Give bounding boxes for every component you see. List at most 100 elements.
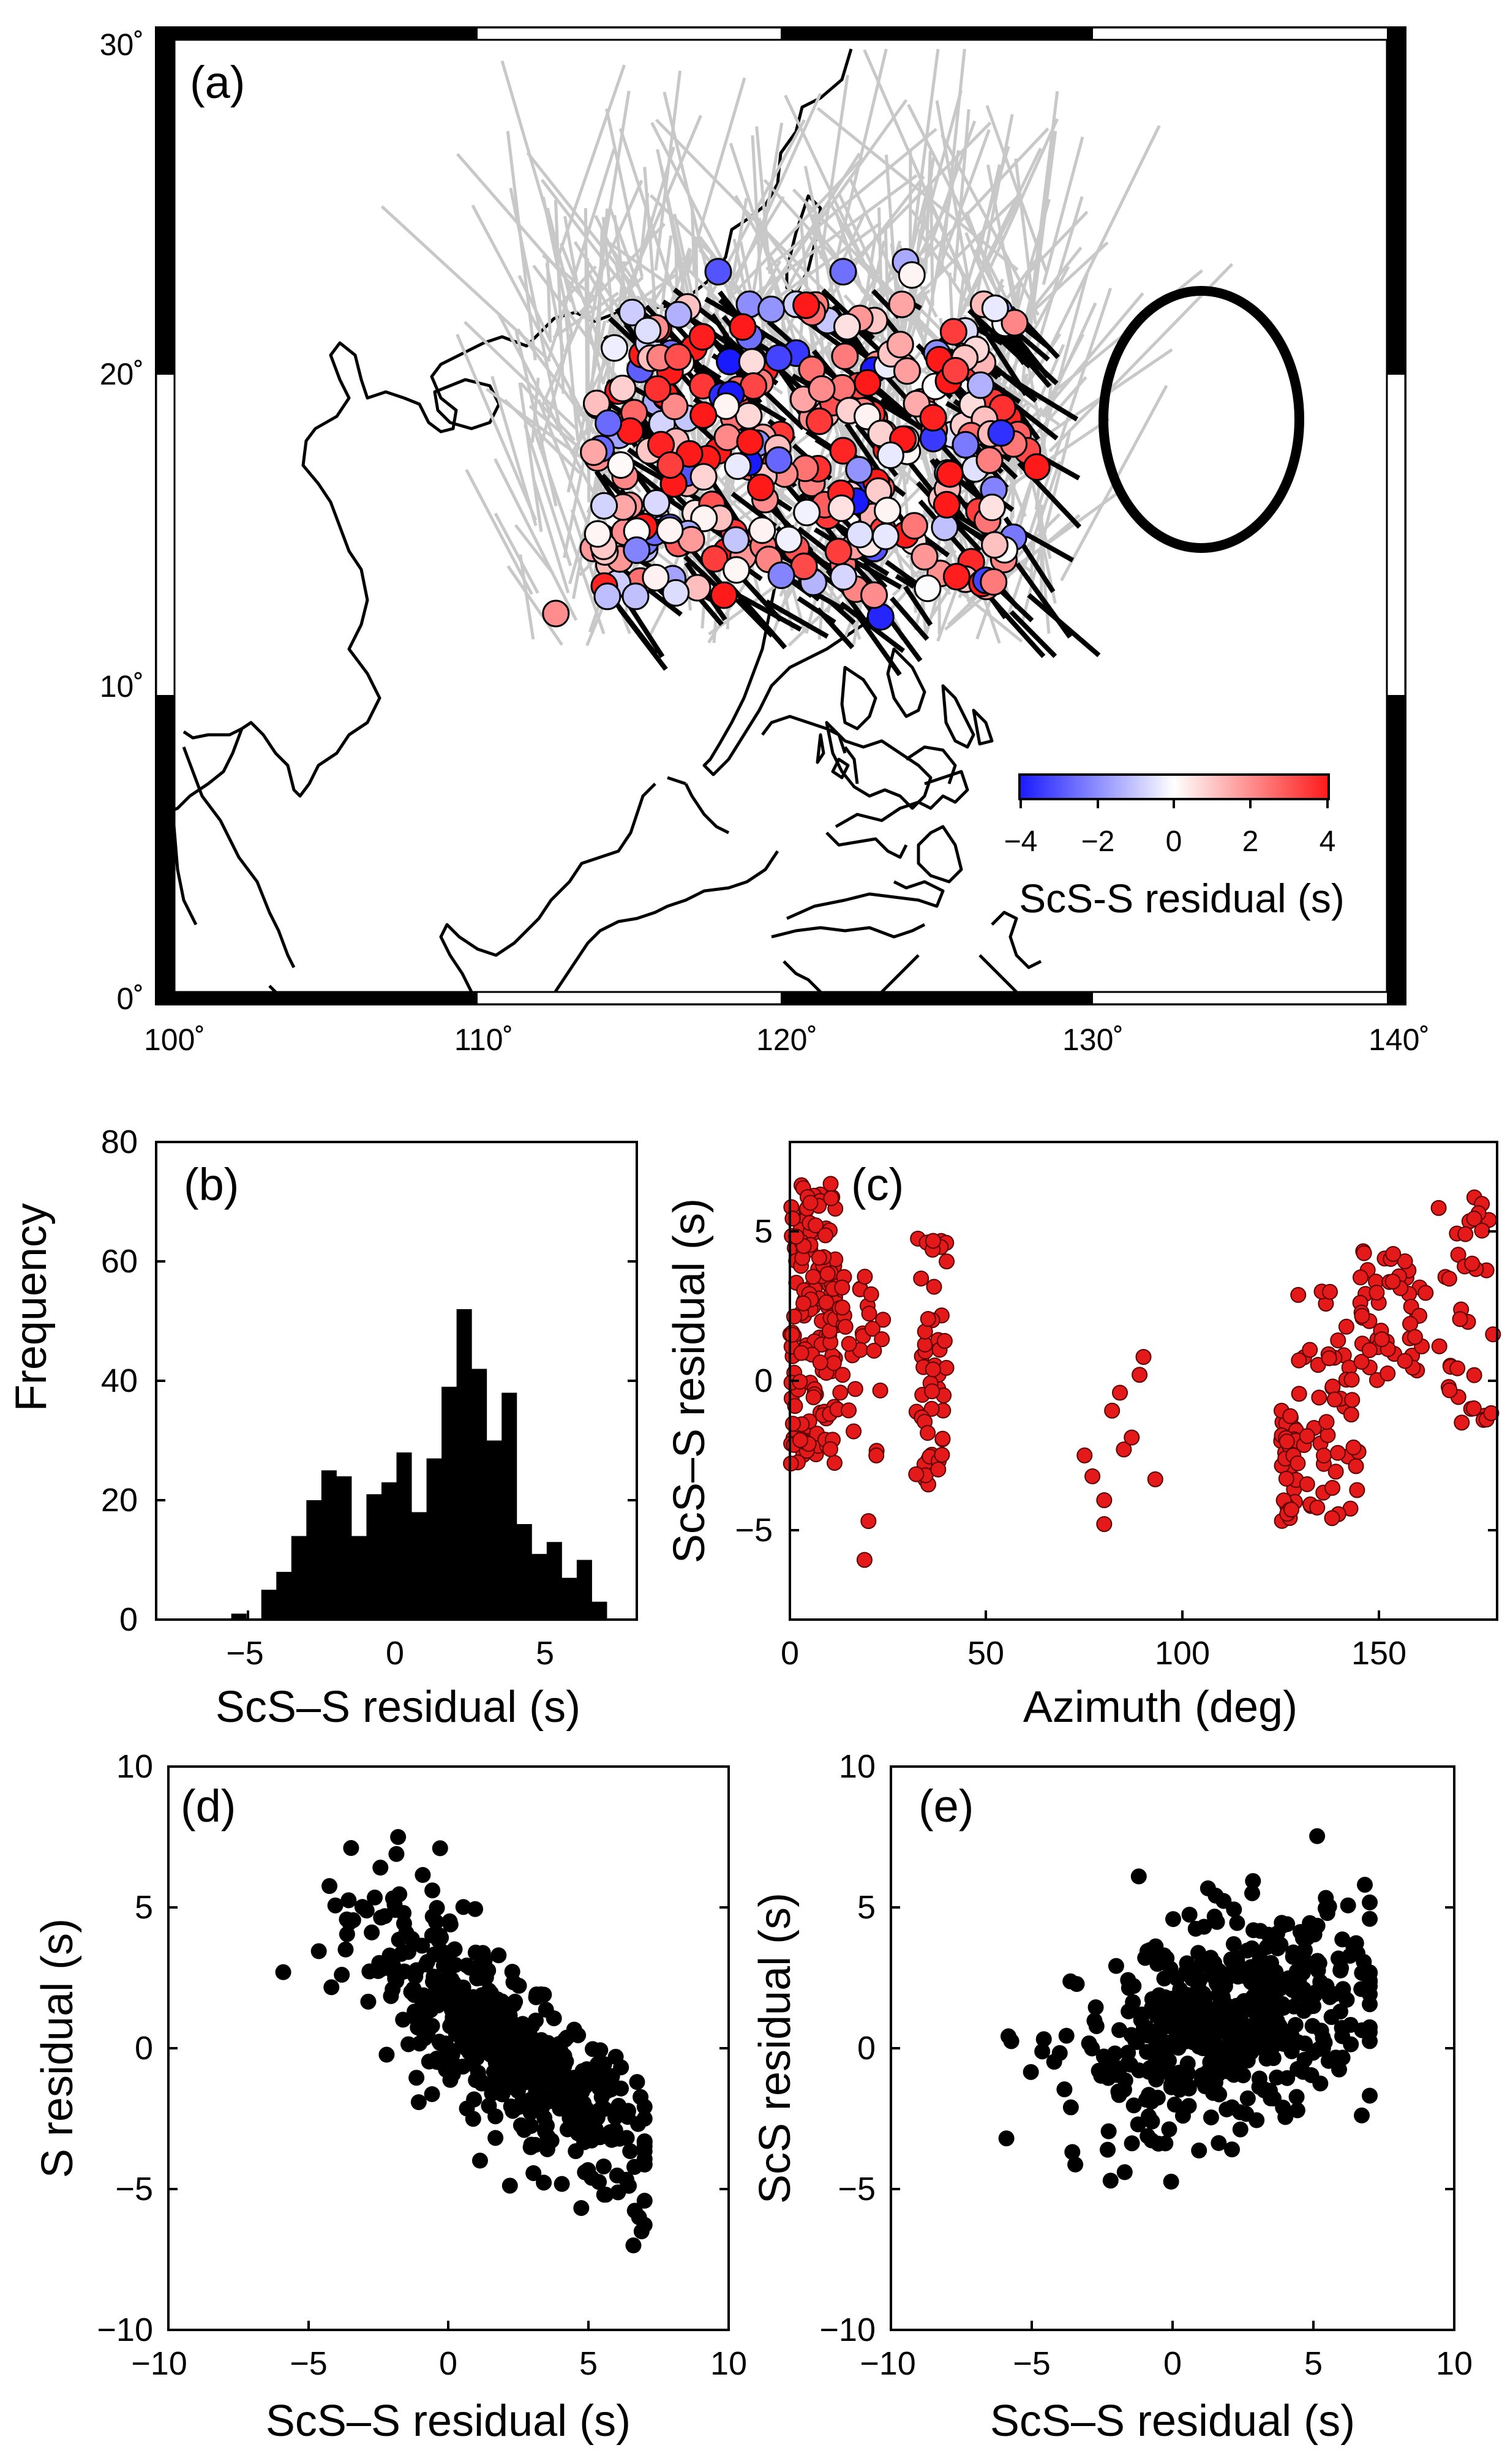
station-marker <box>710 581 738 609</box>
station-marker <box>981 531 1009 559</box>
e-ticks <box>891 1906 1454 2330</box>
d-point <box>543 2070 559 2087</box>
ray-path-grey <box>1024 211 1089 278</box>
d-point <box>539 2128 556 2145</box>
azimuth-point <box>822 1441 838 1457</box>
azimuth-points <box>782 1176 1501 1568</box>
azimuth-point <box>1356 1245 1372 1261</box>
ray-path-grey <box>563 299 580 441</box>
azimuth-point <box>1466 1211 1482 1227</box>
ray-path-black <box>903 585 933 626</box>
ray-path-grey <box>1037 344 1065 402</box>
azimuth-point <box>1431 1338 1448 1354</box>
d-point <box>618 2130 635 2146</box>
e-point <box>1137 2022 1154 2038</box>
histogram-bar <box>576 1560 592 1620</box>
d-point <box>446 1941 463 1958</box>
d-point <box>613 2080 629 2097</box>
d-point <box>574 2075 590 2092</box>
ray-path-grey <box>1014 158 1037 325</box>
station-marker <box>689 401 718 429</box>
d-point <box>441 1913 458 1929</box>
lon-tick-140: 140˚ <box>1369 1023 1430 1057</box>
histogram-bar <box>231 1613 247 1620</box>
azimuth-point <box>1084 1468 1101 1484</box>
d-ytick-m10: −10 <box>97 2312 153 2348</box>
histogram-bar <box>456 1309 472 1620</box>
e-ytick-m10: −10 <box>819 2312 876 2348</box>
d-point <box>446 1975 462 1991</box>
d-point <box>541 2093 557 2109</box>
e-point <box>1283 2028 1300 2045</box>
d-point <box>403 1984 419 2000</box>
c-xlabel: Azimuth (deg) <box>1023 1683 1297 1732</box>
station-marker <box>634 317 662 345</box>
e-point <box>1130 2116 1146 2133</box>
d-point <box>384 1962 400 1978</box>
ray-path-grey <box>523 424 573 566</box>
d-point <box>396 1915 412 1932</box>
azimuth-point <box>1302 1342 1318 1358</box>
d-point <box>513 2117 529 2133</box>
ray-path-grey <box>569 411 599 455</box>
d-point <box>590 2103 607 2119</box>
station-marker <box>542 599 570 628</box>
station-marker <box>757 295 786 323</box>
e-point <box>1240 1997 1256 2013</box>
panel-d-s-vs-scs-s: (d) 10 5 0 −5 −10 −10 −5 0 5 10 ScS–S re… <box>33 1748 747 2446</box>
d-xtick-m10: −10 <box>131 2345 187 2382</box>
azimuth-point <box>930 1461 947 1478</box>
azimuth-point <box>1132 1367 1148 1383</box>
d-xlabel: ScS–S residual (s) <box>266 2397 631 2446</box>
c-ytick-0: 0 <box>754 1362 773 1399</box>
azimuth-point <box>926 1279 942 1295</box>
station-marker <box>966 371 994 399</box>
map-lat-ticks: 30˚ 20˚ 10˚ 0˚ <box>100 28 144 1016</box>
d-point <box>471 2152 488 2169</box>
station-marker <box>952 430 980 459</box>
d-point <box>442 2071 459 2088</box>
azimuth-point <box>1353 1353 1370 1370</box>
e-point <box>1179 2065 1196 2081</box>
d-point <box>536 2174 552 2191</box>
station-marker <box>747 473 775 501</box>
d-point <box>377 1908 393 1925</box>
d-point <box>606 2130 623 2147</box>
d-point <box>621 2177 637 2194</box>
e-point <box>1200 1880 1216 1896</box>
d-yticks: 10 5 0 −5 −10 <box>97 1748 153 2348</box>
e-point <box>1269 1940 1286 1956</box>
d-point <box>596 2158 612 2175</box>
e-point <box>1125 2097 1142 2114</box>
ray-path-grey <box>532 479 570 593</box>
d-point <box>511 1978 527 1994</box>
e-point <box>1130 1868 1147 1885</box>
e-point <box>1330 1950 1346 1967</box>
d-point <box>481 1982 497 1999</box>
e-point <box>1362 2087 1378 2104</box>
e-point <box>1326 1986 1343 2002</box>
e-point <box>1239 2038 1256 2055</box>
station-marker <box>987 419 1015 447</box>
d-point <box>527 2012 544 2029</box>
station-marker <box>724 452 752 480</box>
d-point <box>487 2108 504 2125</box>
d-point <box>546 2010 562 2027</box>
e-point <box>1121 1980 1137 1996</box>
azimuth-point <box>1348 1458 1364 1474</box>
d-point <box>490 1947 507 1964</box>
ray-path-grey <box>755 126 772 274</box>
e-point <box>1211 2086 1228 2103</box>
d-point <box>360 1993 377 2010</box>
e-point <box>1214 2011 1230 2027</box>
station-markers <box>542 248 1051 631</box>
d-point <box>482 2038 498 2055</box>
e-point <box>1121 2003 1137 2019</box>
station-marker <box>765 344 793 372</box>
d-point <box>607 2109 623 2125</box>
ray-path-grey <box>944 148 1042 347</box>
e-point <box>1292 1924 1309 1940</box>
ray-path-grey <box>921 149 960 352</box>
d-point <box>629 2074 645 2090</box>
station-marker <box>595 409 623 437</box>
